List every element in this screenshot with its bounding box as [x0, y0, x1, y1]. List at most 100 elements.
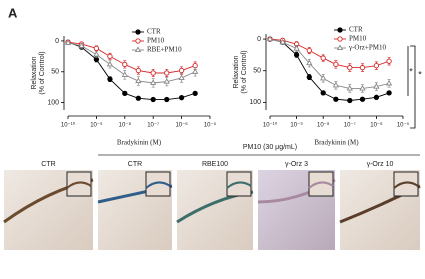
marker — [163, 78, 170, 84]
x-tick-label: 10⁻⁸ — [119, 122, 132, 129]
marker — [386, 90, 392, 96]
inset — [145, 171, 171, 197]
inset-edge — [226, 181, 252, 189]
marker — [178, 74, 185, 80]
legend-label: CTR — [349, 26, 363, 34]
marker — [150, 96, 156, 103]
marker — [385, 79, 393, 86]
marker — [178, 67, 185, 74]
marker — [164, 96, 170, 103]
marker — [150, 79, 157, 85]
legend-label: CTR — [147, 28, 161, 36]
image-label: CTR — [128, 161, 142, 168]
y-tick-label: 100 — [47, 99, 59, 106]
x-tick-label: 10⁻¹⁰ — [61, 122, 76, 129]
marker — [347, 64, 353, 71]
marker — [293, 45, 300, 51]
marker — [346, 84, 353, 91]
x-tick-label: 10⁻¹⁰ — [263, 122, 278, 129]
x-tick-label: 10⁻⁵ — [204, 122, 217, 129]
y-axis-label: Relaxation — [31, 56, 38, 89]
marker — [320, 55, 326, 61]
inset-edge — [66, 181, 92, 189]
inset-edge — [393, 181, 419, 189]
x-tick-label: 10⁻⁹ — [90, 122, 103, 129]
series-line — [269, 38, 390, 101]
marker — [122, 90, 128, 97]
marker — [64, 39, 72, 45]
marker — [93, 50, 100, 57]
marker — [135, 77, 142, 84]
x-tick-label: 10⁻⁷ — [344, 122, 356, 129]
marker — [164, 70, 170, 76]
y-tick-label: 50 — [51, 69, 59, 76]
marker — [333, 96, 339, 102]
x-axis-label: Bradykinin (M) — [314, 139, 359, 147]
series-line — [67, 41, 196, 74]
marker — [337, 36, 343, 42]
series-line — [269, 38, 390, 89]
y-tick-label: 0 — [55, 38, 59, 45]
marker — [122, 61, 128, 68]
marker — [93, 45, 100, 51]
y-tick-label: 0 — [257, 36, 261, 43]
marker — [135, 67, 142, 74]
marker — [134, 46, 142, 53]
marker — [191, 68, 199, 74]
significance-bracket — [407, 45, 416, 129]
legend-label: RBE+PM10 — [147, 46, 182, 54]
x-tick-label: 10⁻⁷ — [147, 122, 159, 129]
marker — [306, 59, 313, 66]
marker — [135, 38, 141, 44]
marker — [306, 47, 312, 54]
x-tick-label: 10⁻⁶ — [370, 122, 383, 129]
marker — [135, 29, 141, 35]
marker — [373, 63, 380, 69]
legend-label: PM10 — [147, 37, 165, 45]
marker — [332, 81, 340, 88]
y-tick-label: 100 — [249, 99, 261, 106]
y-axis-label: (% of Control) — [241, 50, 248, 93]
image-label: RBE100 — [202, 161, 228, 168]
marker — [150, 70, 156, 76]
marker — [78, 42, 85, 48]
marker — [266, 35, 274, 42]
x-tick-label: 10⁻⁸ — [317, 122, 330, 129]
inset-edge — [308, 181, 334, 189]
marker — [373, 94, 380, 100]
marker — [135, 95, 142, 101]
marker — [347, 97, 353, 104]
histology-images — [3, 170, 421, 250]
marker — [293, 52, 300, 58]
x-tick-label: 10⁻⁹ — [290, 122, 303, 129]
marker — [359, 84, 366, 91]
group-label: PM10 (30 μg/mL) — [243, 144, 297, 151]
marker — [107, 53, 113, 59]
legend-label: PM10 — [349, 35, 367, 43]
marker — [336, 44, 344, 51]
y-tick-label: 50 — [253, 68, 261, 75]
legend-label: γ-Orz+PM10 — [348, 44, 386, 52]
marker — [359, 64, 366, 71]
x-tick-label: 10⁻⁶ — [175, 122, 188, 129]
marker — [107, 76, 113, 82]
image-label: γ-Orz 10 — [367, 161, 394, 168]
marker — [279, 38, 286, 45]
series-line — [269, 38, 390, 69]
marker — [386, 58, 392, 64]
marker — [178, 95, 185, 101]
marker — [359, 96, 366, 102]
marker — [337, 27, 343, 33]
marker — [192, 90, 198, 97]
marker — [373, 83, 380, 89]
significance-star: * — [418, 69, 422, 79]
significance-star: * — [409, 66, 413, 76]
image-label: CTR — [41, 161, 55, 168]
y-axis-label: (% of Control) — [39, 51, 46, 94]
series-line — [67, 42, 196, 84]
marker — [320, 90, 326, 96]
marker — [121, 71, 128, 77]
x-tick-label: 10⁻⁵ — [397, 122, 410, 129]
marker — [306, 74, 312, 80]
